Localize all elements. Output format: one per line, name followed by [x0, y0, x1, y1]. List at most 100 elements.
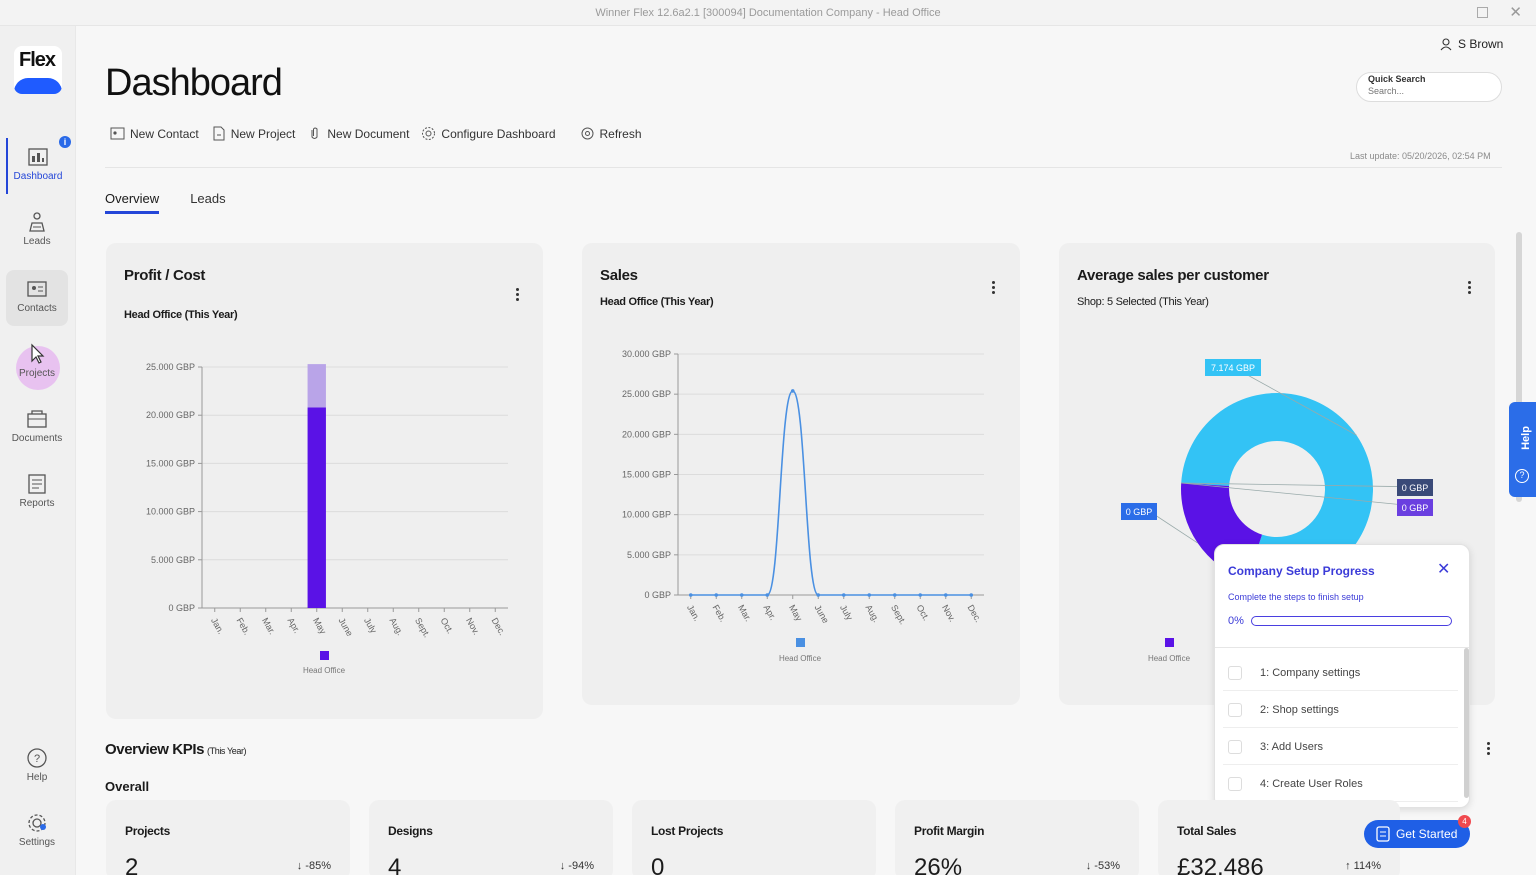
- slice-label-box: [1205, 359, 1261, 376]
- step-label: 1: Company settings: [1260, 667, 1361, 679]
- series-line: [690, 390, 972, 596]
- dashboard-toolbar: New Contact New Project New Document Con…: [110, 126, 642, 141]
- kpi-menu-button[interactable]: [1487, 742, 1491, 757]
- leads-icon: [29, 212, 45, 232]
- card-menu-button[interactable]: [516, 288, 520, 303]
- kpi-change: ↑ 114%: [1345, 860, 1381, 872]
- data-point: [790, 389, 795, 393]
- bar: [307, 364, 326, 408]
- x-tick-label: Jan.: [209, 616, 226, 636]
- kpi-card[interactable]: Total Sales £32,486 ↑ 114%: [1158, 800, 1400, 875]
- company-setup-panel: Company Setup Progress ✕ Complete the st…: [1214, 544, 1470, 808]
- data-point: [892, 593, 897, 597]
- x-tick-label: Jan.: [685, 603, 702, 623]
- data-point: [765, 593, 770, 597]
- sidebar-item-label: Documents: [11, 433, 63, 444]
- flex-logo[interactable]: Flex: [14, 46, 62, 94]
- new-contact-label: New Contact: [130, 126, 199, 141]
- last-update: Last update: 05/20/2026, 02:54 PM: [1350, 151, 1491, 161]
- y-tick-label: 25.000 GBP: [146, 362, 195, 372]
- refresh-button[interactable]: Refresh: [580, 126, 642, 141]
- restore-window-button[interactable]: [1477, 7, 1488, 18]
- sidebar-item-label: Help: [26, 772, 48, 783]
- step-checkbox[interactable]: [1228, 740, 1242, 754]
- kpi-card[interactable]: Lost Projects 0: [632, 800, 876, 875]
- sales-chart: 0 GBP 5.000 GBP 10.000 GBP 15.000 GBP 20.000…: [622, 349, 984, 663]
- sidebar-item-label: Projects: [18, 368, 56, 379]
- header-divider: [105, 167, 1502, 168]
- slice-label: 0 GBP: [1126, 507, 1153, 517]
- setup-step[interactable]: 2: Shop settings: [1223, 691, 1458, 728]
- new-project-button[interactable]: New Project: [211, 126, 295, 141]
- kpi-value: 2: [125, 854, 139, 875]
- page-scrollbar[interactable]: [1516, 232, 1522, 502]
- new-document-button[interactable]: New Document: [307, 126, 409, 141]
- x-tick-label: Apr.: [286, 616, 303, 635]
- step-checkbox[interactable]: [1228, 777, 1242, 791]
- notification-count: 4: [1458, 815, 1471, 828]
- setup-scrollbar[interactable]: [1464, 648, 1469, 798]
- window-title: Winner Flex 12.6a2.1 [300094] Documentat…: [595, 7, 941, 19]
- help-side-tab[interactable]: Help ?: [1509, 402, 1536, 497]
- user-name: S Brown: [1458, 37, 1504, 51]
- new-contact-button[interactable]: New Contact: [110, 126, 199, 141]
- setup-title: Company Setup Progress: [1228, 564, 1375, 578]
- data-point: [918, 593, 923, 597]
- card-subtitle: Head Office (This Year): [124, 309, 238, 321]
- legend-swatch: [1165, 638, 1174, 647]
- x-tick-label: June: [337, 616, 355, 638]
- kpi-change: ↓ -85%: [296, 860, 331, 872]
- user-icon: [1440, 37, 1452, 50]
- setup-step[interactable]: 1: Company settings: [1223, 654, 1458, 691]
- x-tick-label: Sept.: [889, 603, 908, 626]
- sidebar-item-label: Contacts: [17, 303, 57, 314]
- help-tab-label: Help: [1519, 426, 1532, 450]
- card-menu-button[interactable]: [992, 281, 996, 296]
- get-started-button[interactable]: Get Started 4: [1364, 815, 1471, 848]
- sidebar-item-projects[interactable]: Projects: [6, 335, 68, 391]
- tab-leads[interactable]: Leads: [190, 191, 226, 206]
- sidebar-item-help[interactable]: ? Help: [6, 739, 68, 795]
- x-tick-label: Apr.: [762, 603, 779, 622]
- projects-icon: [31, 343, 45, 364]
- step-checkbox[interactable]: [1228, 703, 1242, 717]
- documents-icon: [27, 410, 47, 428]
- close-icon[interactable]: ✕: [1437, 561, 1451, 578]
- kpi-card[interactable]: Profit Margin 26% ↓ -53%: [895, 800, 1139, 875]
- setup-step[interactable]: 3: Add Users: [1223, 728, 1458, 765]
- setup-step[interactable]: 4: Create User Roles: [1223, 765, 1458, 802]
- user-menu[interactable]: S Brown: [1440, 37, 1503, 51]
- sidebar-item-documents[interactable]: Documents: [6, 400, 68, 456]
- kpi-card[interactable]: Designs 4 ↓ -94%: [369, 800, 613, 875]
- sidebar-item-dashboard[interactable]: Dashboard i: [6, 136, 71, 194]
- info-badge: i: [59, 136, 71, 148]
- window-titlebar: Winner Flex 12.6a2.1 [300094] Documentat…: [0, 0, 1536, 26]
- help-circle-icon: ?: [1515, 469, 1529, 483]
- card-title: Average sales per customer: [1077, 267, 1269, 284]
- sidebar-item-contacts[interactable]: Contacts: [6, 270, 68, 326]
- y-tick-label: 15.000 GBP: [622, 470, 671, 480]
- y-tick-label: 25.000 GBP: [622, 389, 671, 399]
- sales-card: Sales Head Office (This Year) 0 GBP 5.000…: [582, 243, 1020, 705]
- dashboard-icon: [28, 148, 48, 166]
- legend-label: Head Office: [303, 666, 346, 675]
- sidebar-item-settings[interactable]: Settings: [6, 804, 68, 860]
- card-subtitle: Head Office (This Year): [600, 296, 714, 308]
- sidebar-item-leads[interactable]: Leads: [6, 203, 68, 259]
- step-checkbox[interactable]: [1228, 666, 1242, 680]
- card-menu-button[interactable]: [1468, 281, 1472, 296]
- search-input[interactable]: [1368, 86, 1488, 96]
- y-tick-label: 20.000 GBP: [146, 410, 195, 420]
- legend-label: Head Office: [1148, 654, 1191, 663]
- tab-overview[interactable]: Overview: [105, 191, 160, 214]
- configure-dashboard-button[interactable]: Configure Dashboard: [421, 126, 556, 141]
- kpi-card[interactable]: Projects 2 ↓ -85%: [106, 800, 350, 875]
- step-label: 3: Add Users: [1260, 741, 1323, 753]
- close-window-button[interactable]: ✕: [1509, 4, 1522, 21]
- legend-swatch: [320, 651, 329, 660]
- kpi-name: Lost Projects: [651, 824, 724, 838]
- refresh-icon: [581, 127, 593, 140]
- profit-cost-chart: 0 GBP 5.000 GBP 10.000 GBP 15.000 GBP 20.000…: [146, 362, 508, 675]
- sidebar-item-reports[interactable]: Reports: [6, 465, 68, 521]
- x-tick-label: Oct.: [439, 616, 456, 635]
